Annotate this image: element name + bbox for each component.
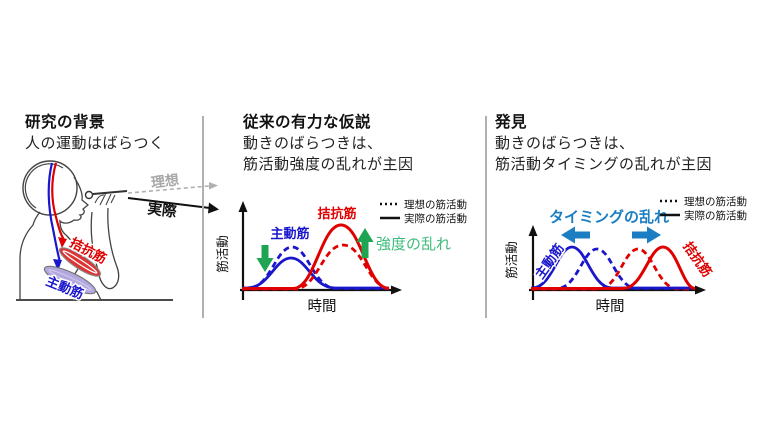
ideal-trajectory-arrowhead-icon: [209, 182, 218, 190]
timing-disturbance-annotation: タイミングの乱れ: [549, 208, 669, 226]
timing-shift-left-arrow-icon: [561, 226, 590, 244]
agonist-actual-curve: [242, 256, 389, 290]
y-axis-arrowhead-icon: [238, 201, 248, 212]
panel-discovery-subtitle-line2: 筋活動タイミングの乱れが主因: [495, 156, 713, 173]
neural-command-blue-arrow: [47, 162, 62, 263]
antagonist-actual-curve: [531, 245, 696, 290]
x-axis-label: 時間: [308, 298, 337, 315]
y-axis-label: 筋活動: [504, 241, 519, 279]
actual-trajectory-arrow: [127, 197, 211, 209]
dart-shaft: [92, 190, 128, 195]
actual-trajectory-arrowhead-icon: [208, 202, 219, 214]
agonist-muscle: [43, 265, 97, 295]
legend-actual-label: 実際の筋活動: [684, 209, 747, 222]
panel-background-subtitle: 人の運動はばらつく: [25, 135, 165, 152]
panel-discovery-title: 発見: [495, 114, 528, 131]
x-axis-arrowhead-icon: [695, 285, 706, 295]
legend-ideal-label: 理想の筋活動: [404, 198, 467, 211]
hypothesis-antagonist-label: 拮抗筋: [317, 206, 356, 221]
neural-command-red-arrowhead-icon: [58, 237, 67, 248]
intensity-decrease-arrow-icon: [256, 245, 274, 272]
panel-divider-right: [485, 116, 487, 318]
arm-outline: [90, 207, 120, 290]
dart-tip: [84, 190, 94, 200]
legend-actual-label: 実際の筋活動: [404, 212, 467, 225]
antagonist-ideal-curve: [531, 247, 693, 291]
legend-ideal-label: 理想の筋活動: [684, 195, 747, 208]
y-axis-label: 筋活動: [215, 235, 230, 273]
neural-command-blue-arrowhead-icon: [53, 259, 62, 271]
panel-divider-left: [202, 116, 204, 318]
face-profile: [59, 176, 90, 236]
actual-label: 実際: [147, 199, 178, 220]
hand-fingers: [94, 192, 116, 206]
panel-discovery-subtitle-line1: 動きのばらつきは、: [495, 135, 635, 152]
hypothesis-chart: 主動筋 拮抗筋 強度の乱れ 理想の筋活動 実際の筋活動 時間 筋活動: [215, 198, 467, 315]
x-axis-label: 時間: [596, 298, 625, 315]
hypothesis-agonist-label: 主動筋: [270, 226, 309, 241]
torso-back-outline: [19, 211, 41, 300]
discovery-antagonist-label: 拮抗筋: [680, 239, 715, 280]
panel-hypothesis-title: 従来の有力な仮説: [243, 114, 372, 131]
agonist-ideal-curve: [531, 247, 693, 290]
y-axis-arrowhead-icon: [528, 225, 538, 236]
antagonist-ideal-curve: [242, 243, 392, 291]
intensity-increase-arrow-icon: [356, 228, 374, 258]
discovery-chart: タイミングの乱れ 主動筋 拮抗筋 理想の筋活動 実際の筋活動 時間 筋活動: [504, 195, 747, 315]
panel-hypothesis-subtitle-line1: 動きのばらつきは、: [243, 135, 383, 152]
person-throwing-dart-illustration: 拮抗筋 主動筋 理想 実際: [16, 160, 219, 303]
timing-shift-right-arrow-icon: [632, 226, 661, 244]
x-axis-arrowhead-icon: [391, 285, 402, 295]
intensity-disturbance-annotation: 強度の乱れ: [376, 236, 451, 253]
neural-command-red-arrow: [51, 162, 65, 241]
antagonist-muscle: [58, 247, 102, 277]
skull-inner-line: [24, 163, 64, 209]
panel-background-title: 研究の背景: [25, 114, 106, 131]
panel-hypothesis-subtitle-line2: 筋活動強度の乱れが主因: [243, 156, 414, 173]
antagonist-actual-curve: [242, 223, 390, 290]
agonist-actual-curve: [531, 245, 693, 290]
ideal-label: 理想: [150, 171, 180, 190]
